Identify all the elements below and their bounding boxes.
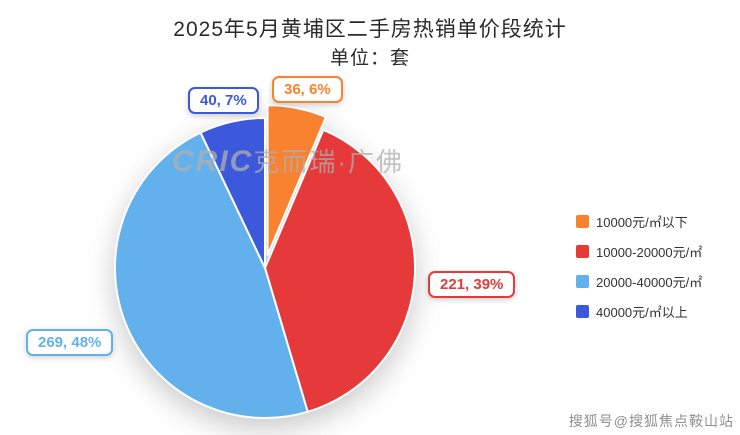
pie-label-lightblue: 269, 48% [26, 329, 114, 356]
chart-subtitle: 单位：套 [329, 48, 410, 69]
legend-swatch-blue [576, 305, 589, 318]
pie-slice-2[interactable] [114, 131, 309, 419]
pie-label-blue: 40, 7% [188, 87, 259, 114]
legend: 10000元/㎡以下 10000-20000元/㎡ 20000-40000元/㎡… [576, 212, 702, 332]
source-watermark: 搜狐号@搜狐焦点鞍山站 [568, 413, 734, 429]
legend-label: 10000-20000元/㎡ [596, 245, 703, 260]
pie-slice-1[interactable] [264, 128, 416, 413]
legend-label: 10000元/㎡以下 [596, 215, 688, 230]
legend-swatch-orange [576, 215, 589, 228]
legend-label: 40000元/㎡以上 [596, 305, 688, 320]
legend-item-over-40000[interactable]: 40000元/㎡以上 [576, 302, 702, 321]
legend-label: 20000-40000元/㎡ [596, 275, 703, 290]
chart-title: 2025年5月黄埔区二手房热销单价段统计 [173, 18, 567, 41]
pie-label-orange: 36, 6% [272, 76, 343, 103]
pie-label-red: 221, 39% [428, 271, 516, 298]
legend-swatch-lightblue [576, 275, 589, 288]
legend-item-10000-20000[interactable]: 10000-20000元/㎡ [576, 242, 702, 261]
pie-chart [114, 104, 416, 419]
legend-item-20000-40000[interactable]: 20000-40000元/㎡ [576, 272, 702, 291]
pie-slice-3[interactable] [199, 117, 266, 269]
legend-item-under-10000[interactable]: 10000元/㎡以下 [576, 212, 702, 231]
pie-slices [114, 104, 416, 419]
pie-slice-0[interactable] [266, 104, 327, 257]
legend-swatch-red [576, 245, 589, 258]
